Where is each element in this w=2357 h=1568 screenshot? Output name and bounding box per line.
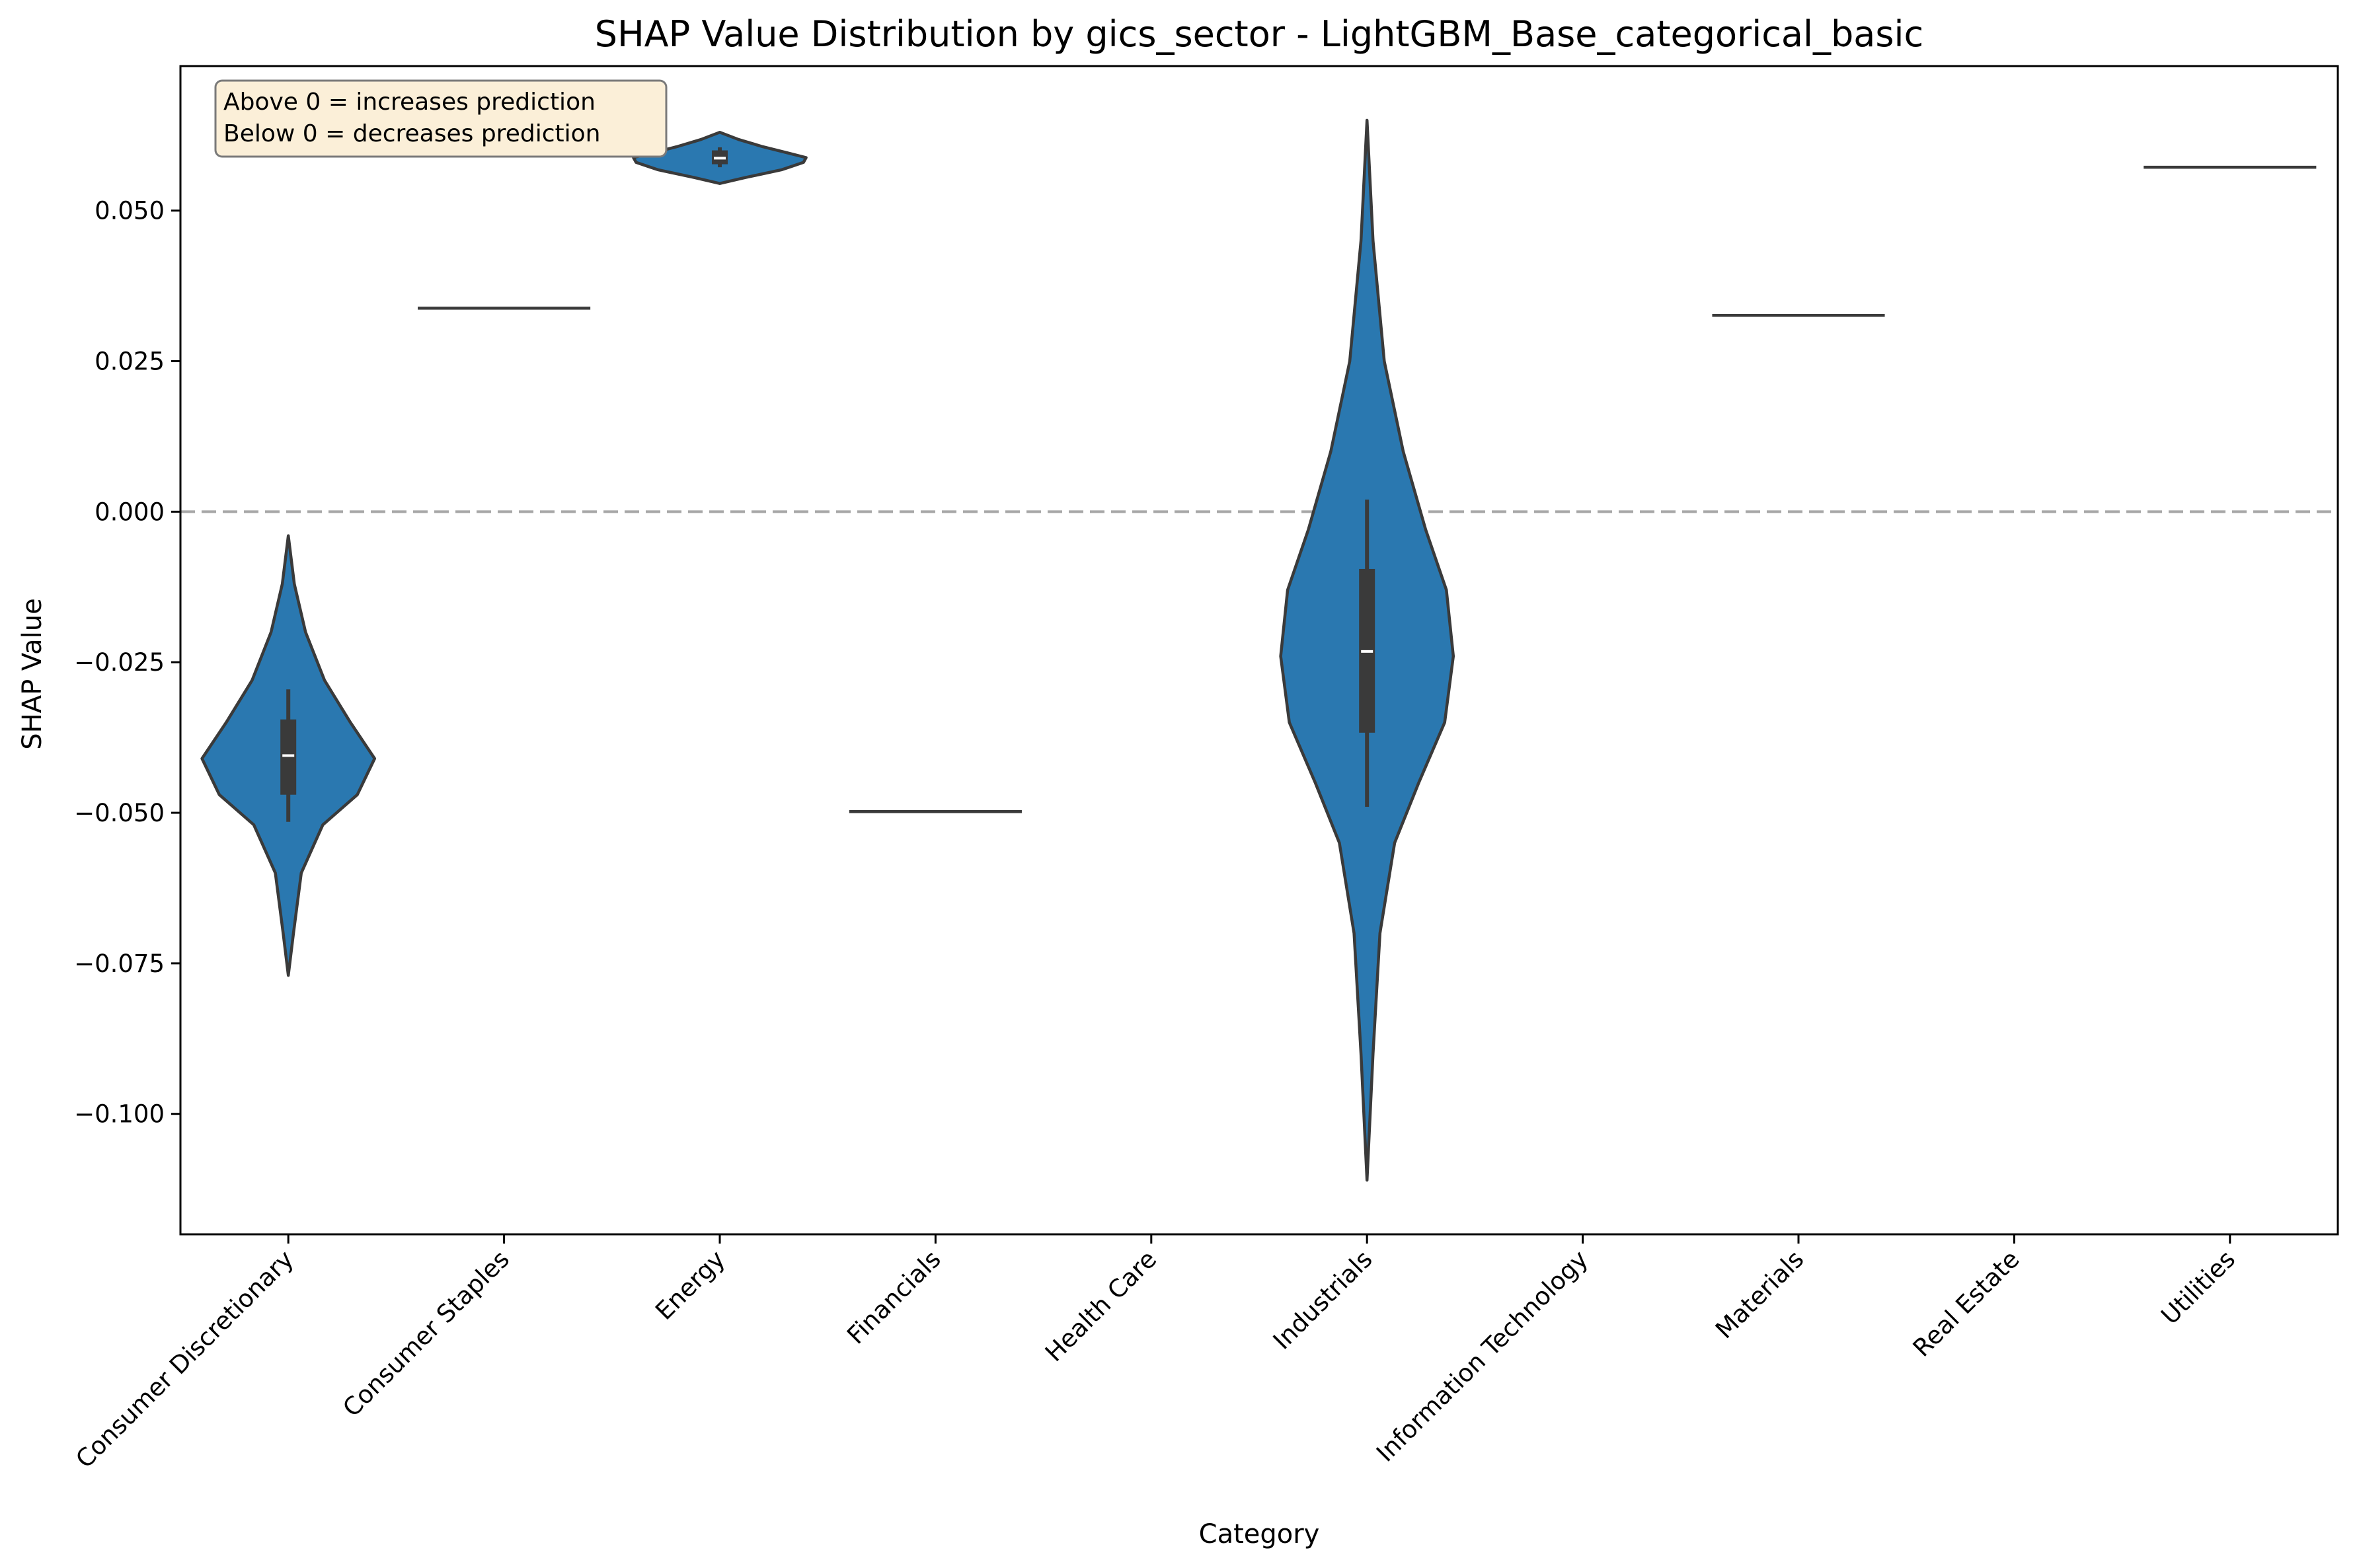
x-tick-label-consumer-staples: Consumer Staples <box>337 1245 515 1423</box>
y-tick-label: −0.050 <box>74 799 165 827</box>
y-tick-label: 0.025 <box>95 348 165 376</box>
x-tick-label-utilities: Utilities <box>2155 1245 2241 1330</box>
x-tick-label-health-care: Health Care <box>1040 1245 1162 1367</box>
y-axis-label: SHAP Value <box>17 598 48 750</box>
x-tick-label-materials: Materials <box>1710 1245 1809 1344</box>
y-tick-label: −0.025 <box>74 648 165 677</box>
iqr-box-consumer-discretionary <box>280 719 297 795</box>
y-tick-label: −0.075 <box>74 950 165 978</box>
plot-frame <box>179 65 2339 1236</box>
x-tick-label-financials: Financials <box>841 1245 947 1350</box>
y-tick-label: 0.000 <box>95 498 165 526</box>
x-tick-label-industrials: Industrials <box>1268 1245 1378 1355</box>
x-tick-label-information-technology: Information Technology <box>1371 1245 1594 1468</box>
chart-title: SHAP Value Distribution by gics_sector -… <box>595 13 1923 55</box>
axes: 0.050 0.025 0.000 −0.025 −0.050 −0.075 −0.100 C… <box>70 65 2339 1474</box>
interpretation-note-background <box>214 79 668 158</box>
interpretation-note-line-2: Below 0 = decreases prediction <box>223 120 600 147</box>
x-tick-label-real-estate: Real Estate <box>1908 1245 2025 1363</box>
plot-area <box>180 118 2338 1182</box>
interpretation-note-line-1: Above 0 = increases prediction <box>223 89 596 116</box>
x-tick-label-consumer-discretionary: Consumer Discretionary <box>70 1245 299 1474</box>
x-tick-label-energy: Energy <box>650 1245 730 1325</box>
x-axis-label: Category <box>1199 1519 1320 1549</box>
interpretation-note: Above 0 = increases prediction Below 0 =… <box>214 79 668 158</box>
y-tick-label: 0.050 <box>95 197 165 225</box>
y-tick-label: −0.100 <box>74 1100 165 1129</box>
